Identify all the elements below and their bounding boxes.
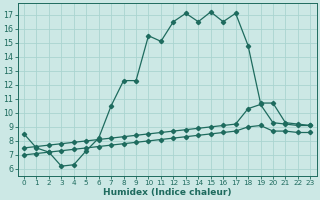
X-axis label: Humidex (Indice chaleur): Humidex (Indice chaleur)	[103, 188, 231, 197]
